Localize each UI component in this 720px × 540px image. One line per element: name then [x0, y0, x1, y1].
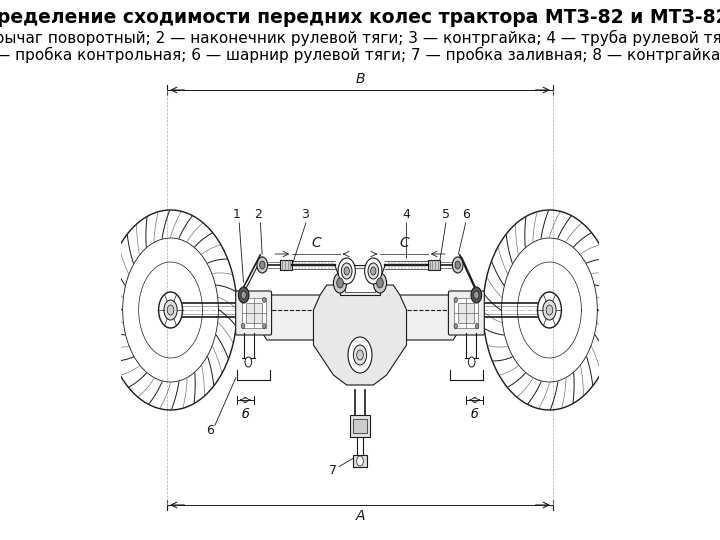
Circle shape	[543, 300, 556, 320]
Circle shape	[455, 261, 460, 269]
Bar	[350, 415, 370, 437]
Circle shape	[348, 337, 372, 373]
Text: B: B	[355, 72, 365, 86]
Circle shape	[337, 278, 343, 288]
Circle shape	[454, 298, 457, 302]
Circle shape	[241, 298, 245, 302]
Text: 2: 2	[254, 208, 262, 221]
FancyBboxPatch shape	[235, 291, 271, 335]
Text: 7: 7	[330, 463, 338, 476]
Circle shape	[241, 323, 245, 328]
Circle shape	[454, 323, 457, 328]
Circle shape	[158, 292, 182, 328]
Text: C: C	[311, 236, 321, 250]
Text: C: C	[399, 236, 409, 250]
Circle shape	[263, 323, 266, 328]
Bar	[353, 419, 367, 433]
Text: б: б	[471, 408, 479, 421]
Circle shape	[377, 278, 383, 288]
Bar	[346, 268, 374, 292]
Circle shape	[364, 258, 382, 284]
Circle shape	[260, 261, 265, 269]
Circle shape	[341, 263, 352, 279]
Circle shape	[356, 456, 364, 466]
Bar	[246, 303, 261, 323]
Bar	[280, 260, 292, 270]
Circle shape	[371, 267, 376, 275]
Bar	[242, 298, 266, 328]
Polygon shape	[313, 285, 407, 385]
Text: — пробка контрольная; 6 — шарнир рулевой тяги; 7 — пробка заливная; 8 — контргай: — пробка контрольная; 6 — шарнир рулевой…	[0, 47, 720, 63]
Text: 6: 6	[462, 208, 470, 221]
FancyBboxPatch shape	[449, 291, 485, 335]
Circle shape	[338, 258, 356, 284]
Circle shape	[164, 300, 177, 320]
Text: б: б	[241, 408, 249, 421]
Circle shape	[452, 257, 463, 273]
Circle shape	[474, 291, 479, 299]
Text: 5: 5	[442, 208, 451, 221]
Bar	[340, 265, 380, 295]
Circle shape	[245, 357, 252, 367]
Circle shape	[475, 298, 479, 302]
Circle shape	[471, 287, 482, 303]
Text: A: A	[355, 509, 365, 523]
Circle shape	[373, 273, 387, 293]
Bar	[454, 298, 478, 328]
Text: 3: 3	[302, 208, 310, 221]
Circle shape	[354, 345, 366, 365]
Bar	[459, 303, 474, 323]
Circle shape	[475, 323, 479, 328]
Bar	[428, 260, 440, 270]
Circle shape	[263, 298, 266, 302]
Bar	[354, 455, 366, 467]
Circle shape	[238, 287, 249, 303]
Circle shape	[344, 267, 349, 275]
Circle shape	[333, 273, 347, 293]
Text: 4: 4	[402, 208, 410, 221]
Circle shape	[468, 357, 475, 367]
Circle shape	[257, 257, 268, 273]
Polygon shape	[261, 295, 459, 340]
Circle shape	[538, 292, 562, 328]
Circle shape	[546, 305, 553, 315]
Text: 1: 1	[233, 208, 241, 221]
Circle shape	[356, 350, 364, 360]
Text: 6: 6	[207, 423, 215, 436]
Circle shape	[368, 263, 379, 279]
Text: Определение сходимости передних колес трактора МТЗ-82 и МТЗ-82Л:: Определение сходимости передних колес тр…	[0, 8, 720, 27]
Circle shape	[241, 291, 246, 299]
Text: 1 — рычаг поворотный; 2 — наконечник рулевой тяги; 3 — контргайка; 4 — труба рул: 1 — рычаг поворотный; 2 — наконечник рул…	[0, 30, 720, 46]
Circle shape	[167, 305, 174, 315]
